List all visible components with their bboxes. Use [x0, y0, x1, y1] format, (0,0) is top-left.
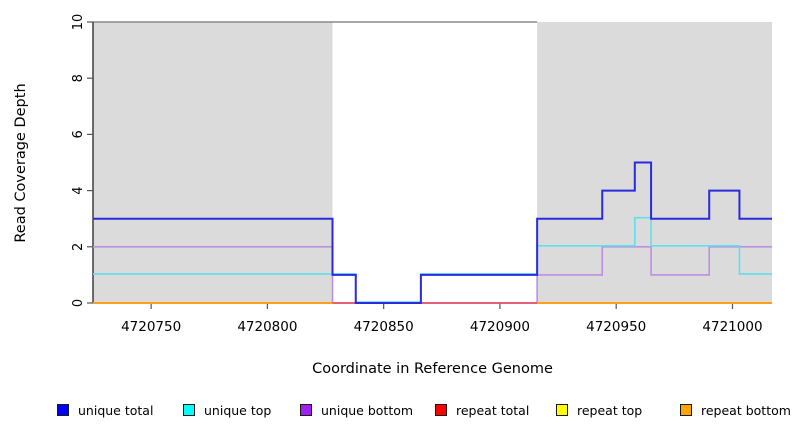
unique-top-swatch-icon: [183, 404, 195, 416]
repeat-region-shade: [93, 22, 333, 303]
y-tick-label: 2: [71, 243, 86, 251]
y-tick-label: 8: [71, 74, 86, 82]
x-tick-label: 4720850: [354, 319, 414, 335]
y-axis-title: Read Coverage Depth: [13, 83, 29, 243]
unique-bottom-swatch-icon: [300, 404, 312, 416]
legend-label: unique total: [78, 402, 154, 418]
legend-label: repeat top: [577, 402, 643, 418]
series-line-unique-total: [93, 161, 772, 304]
legend-item-unique-total: unique total: [57, 399, 153, 421]
legend-item-repeat-top: repeat top: [556, 399, 642, 421]
legend-label: repeat total: [456, 402, 530, 418]
legend-label: unique bottom: [321, 402, 414, 418]
legend-label: repeat bottom: [701, 402, 791, 418]
legend-item-repeat-total: repeat total: [435, 399, 529, 421]
x-tick-label: 4720900: [470, 319, 530, 335]
repeat-region-shade: [537, 22, 772, 303]
legend-item-unique-bottom: unique bottom: [300, 399, 413, 421]
x-tick-label: 4720950: [586, 319, 646, 335]
x-tick-label: 4720750: [121, 319, 181, 335]
series-line-unique-bottom: [93, 246, 772, 304]
y-tick-label: 6: [71, 130, 86, 138]
x-tick-label: 4721000: [702, 319, 762, 335]
y-tick-label: 10: [71, 14, 86, 31]
repeat-top-swatch-icon: [556, 404, 568, 416]
y-tick-label: 4: [71, 186, 86, 194]
legend-item-unique-top: unique top: [183, 399, 271, 421]
unique-total-swatch-icon: [57, 404, 69, 416]
legend-label: unique top: [204, 402, 272, 418]
x-axis-title: Coordinate in Reference Genome: [312, 361, 553, 377]
coverage-plot: 0 2 4 6 8 10 4720750 4720800 4720850 4720900 47209…: [71, 14, 772, 335]
repeat-bottom-swatch-icon: [680, 404, 692, 416]
plot-legend: unique total unique top unique bottom repea…: [0, 399, 792, 423]
repeat-total-swatch-icon: [435, 404, 447, 416]
legend-item-repeat-bottom: repeat bottom: [680, 399, 791, 421]
y-tick-label: 0: [71, 299, 86, 307]
x-tick-label: 4720800: [237, 319, 297, 335]
